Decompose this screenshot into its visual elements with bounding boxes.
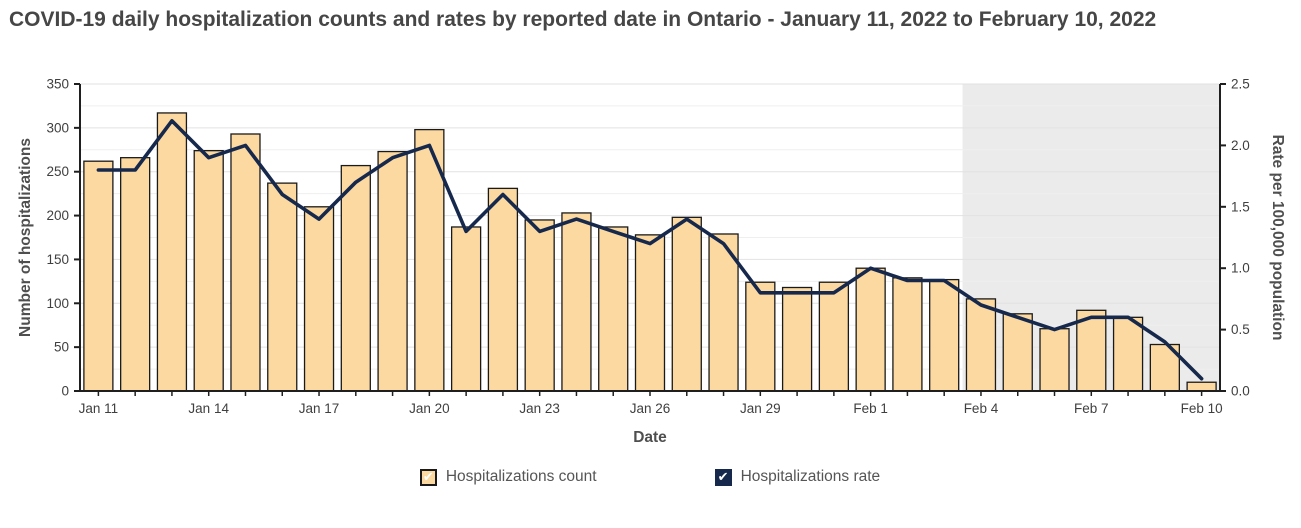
bar-jan-12[interactable] [120, 157, 151, 392]
x-axis-tick-label: Jan 11 [79, 401, 119, 416]
right-axis-tick-label: 2.0 [1231, 138, 1250, 153]
bar-feb-10[interactable] [1186, 381, 1217, 392]
legend-item-hospitalizations-count[interactable]: ✔ Hospitalizations count [419, 468, 597, 486]
right-axis-tick-label: 0.0 [1231, 384, 1250, 399]
left-axis-title: Number of hospitalizations [17, 138, 34, 337]
bar-feb-1[interactable] [855, 267, 886, 392]
bar-feb-2[interactable] [892, 277, 923, 392]
bar-jan-28[interactable] [708, 233, 739, 392]
bar-jan-17[interactable] [303, 206, 335, 392]
x-axis-tick-label: Jan 23 [519, 401, 560, 416]
left-axis-tick-label: 250 [46, 164, 69, 179]
rate-series-checkbox[interactable]: ✔ [714, 468, 732, 486]
bar-jan-29[interactable] [745, 281, 776, 392]
legend-item-hospitalizations-rate[interactable]: ✔ Hospitalizations rate [714, 468, 881, 486]
right-axis-tick-label: 2.5 [1231, 77, 1250, 92]
right-axis-title: Rate per 100,000 population [1269, 135, 1286, 341]
x-axis-tick-label: Jan 17 [299, 401, 340, 416]
bar-jan-19[interactable] [377, 150, 408, 392]
bar-jan-15[interactable] [230, 133, 261, 392]
right-axis-tick-label: 0.5 [1231, 322, 1250, 337]
legend-label-count: Hospitalizations count [445, 468, 597, 485]
bar-jan-14[interactable] [193, 150, 224, 392]
x-axis-tick-label: Jan 20 [409, 401, 450, 416]
count-series-checkbox[interactable]: ✔ [419, 468, 437, 486]
left-axis-tick-label: 150 [46, 252, 69, 267]
bar-jan-13[interactable] [156, 112, 188, 392]
chart-legend: ✔ Hospitalizations count ✔ Hospitalizati… [80, 468, 1220, 486]
bar-jan-18[interactable] [340, 164, 371, 392]
left-axis-tick-label: 350 [46, 77, 69, 92]
bar-feb-3[interactable] [929, 278, 960, 392]
bar-jan-23[interactable] [524, 219, 555, 392]
left-axis-tick-label: 100 [46, 296, 69, 311]
left-axis-tick-label: 0 [61, 384, 69, 399]
rate-line [96, 119, 1204, 381]
left-axis-tick-label: 300 [46, 120, 69, 135]
bar-jan-24[interactable] [561, 212, 592, 392]
chart-svg: 0 50 100 150 200 250 300 350 0.0 0.5 1.0 1.5 2.0 2.5 J… [17, 77, 1286, 447]
bar-jan-30[interactable] [781, 286, 813, 392]
plot-area: 0 50 100 150 200 250 300 350 0.0 0.5 1.0 1.5 2.0 2.5 J… [46, 77, 1249, 417]
x-axis-tick-label: Feb 4 [964, 401, 999, 416]
bar-feb-4[interactable] [965, 298, 997, 392]
x-axis-tick-label: Feb 10 [1181, 401, 1223, 416]
right-axis-tick-label: 1.5 [1231, 199, 1250, 214]
bar-jan-25[interactable] [598, 226, 629, 392]
bar-jan-20[interactable] [414, 128, 445, 392]
x-axis-tick-label: Jan 14 [188, 401, 229, 416]
bar-feb-7[interactable] [1076, 309, 1107, 392]
bar-jan-27[interactable] [671, 216, 702, 392]
bar-feb-6[interactable] [1039, 328, 1070, 392]
chart-title: COVID-19 daily hospitalization counts an… [9, 8, 1157, 31]
bar-jan-26[interactable] [634, 234, 666, 392]
x-axis-tick-label: Feb 1 [853, 401, 888, 416]
bar-jan-31[interactable] [818, 281, 850, 392]
bar-jan-11[interactable] [83, 160, 114, 392]
left-axis-tick-label: 200 [46, 208, 69, 223]
legend-label-rate: Hospitalizations rate [740, 468, 881, 485]
right-axis-tick-label: 1.0 [1231, 261, 1250, 276]
bar-jan-16[interactable] [267, 182, 298, 392]
x-axis-tick-label: Feb 7 [1074, 401, 1109, 416]
x-axis-title: Date [633, 429, 667, 446]
bar-feb-5[interactable] [1002, 313, 1033, 392]
x-axis-tick-label: Jan 26 [630, 401, 671, 416]
x-axis-tick-label: Jan 29 [740, 401, 781, 416]
bar-feb-8[interactable] [1112, 316, 1144, 392]
left-axis-tick-label: 50 [54, 340, 69, 355]
bar-jan-21[interactable] [450, 226, 482, 392]
bar-jan-22[interactable] [487, 187, 519, 392]
